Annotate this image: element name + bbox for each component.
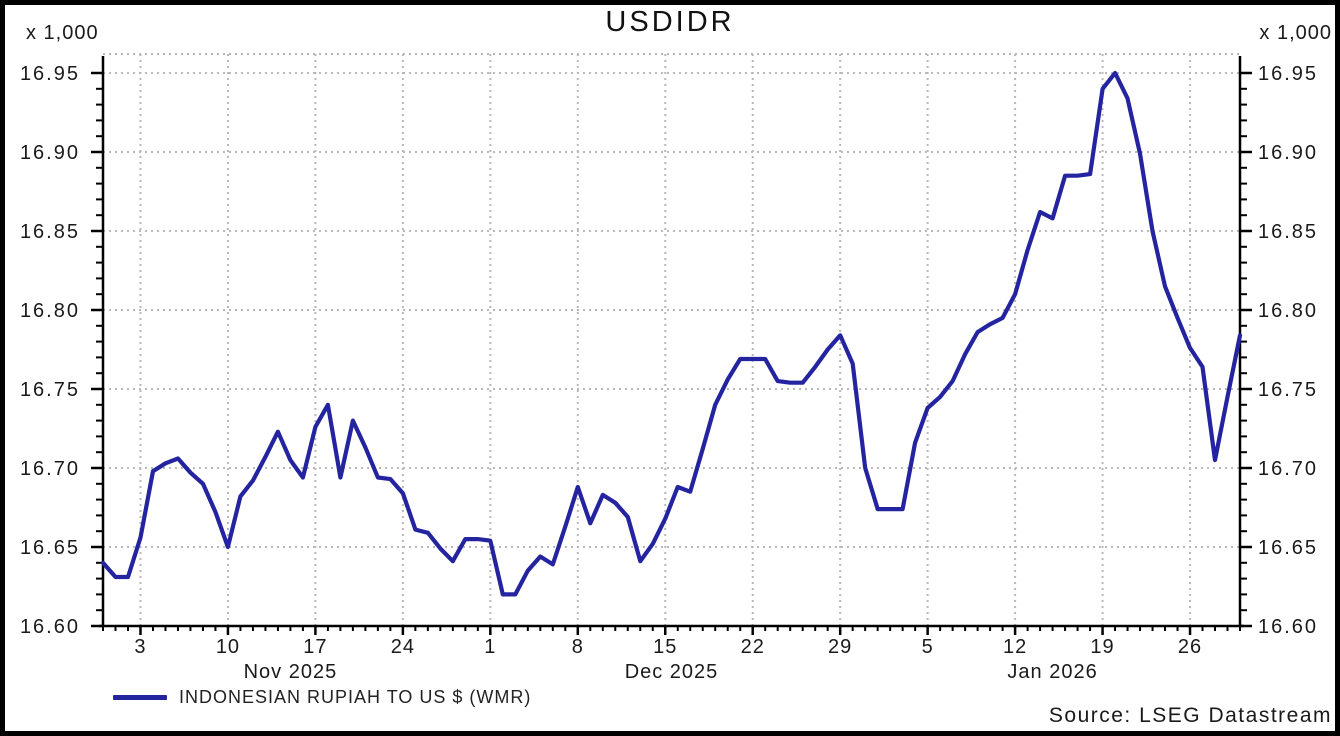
- x-axis-tick-label: 3: [134, 636, 146, 658]
- y-axis-tick-label-right: 16.90: [1258, 142, 1318, 164]
- x-axis-tick-label: 22: [741, 636, 765, 658]
- y-axis-tick-label-left: 16.60: [20, 616, 80, 638]
- y-axis-tick-label-right: 16.80: [1258, 300, 1318, 322]
- x-axis-tick-label: 12: [1003, 636, 1027, 658]
- y-axis-tick-label-right: 16.60: [1258, 616, 1318, 638]
- y-axis-tick-label-left: 16.65: [20, 537, 80, 559]
- chart-title: USDIDR: [605, 6, 735, 38]
- y-axis-tick-label-left: 16.75: [20, 379, 80, 401]
- x-axis-month-label: Nov 2025: [244, 661, 338, 683]
- y-axis-tick-label-right: 16.75: [1258, 379, 1318, 401]
- y-axis-tick-label-right: 16.70: [1258, 458, 1318, 480]
- x-axis-tick-label: 15: [653, 636, 677, 658]
- x-axis-tick-label: 5: [922, 636, 934, 658]
- y-axis-tick-label-left: 16.80: [20, 300, 80, 322]
- x-axis-tick-label: 19: [1090, 636, 1114, 658]
- x-axis-month-label: Jan 2026: [1007, 661, 1097, 683]
- x-axis-tick-label: 1: [484, 636, 496, 658]
- x-axis-tick-label: 24: [391, 636, 415, 658]
- legend-line-swatch: [113, 694, 167, 700]
- y-axis-tick-label-left: 16.90: [20, 142, 80, 164]
- legend-series-label: INDONESIAN RUPIAH TO US $ (WMR): [179, 686, 532, 707]
- y-axis-tick-label-left: 16.70: [20, 458, 80, 480]
- y-axis-tick-label-right: 16.85: [1258, 221, 1318, 243]
- y-axis-tick-label-right: 16.65: [1258, 537, 1318, 559]
- price-line-series: [100, 70, 1243, 597]
- y-axis-tick-label-left: 16.95: [20, 63, 80, 85]
- legend: INDONESIAN RUPIAH TO US $ (WMR): [113, 686, 531, 708]
- x-axis-tick-label: 17: [303, 636, 327, 658]
- x-axis-tick-label: 26: [1178, 636, 1202, 658]
- x-axis-tick-label: 29: [828, 636, 852, 658]
- y-axis-multiplier-left: x 1,000: [26, 22, 99, 44]
- x-axis-tick-label: 10: [216, 636, 240, 658]
- source-attribution: Source: LSEG Datastream: [1048, 704, 1332, 727]
- x-axis-month-label: Dec 2025: [625, 661, 719, 683]
- x-axis-tick-label: 8: [572, 636, 584, 658]
- y-axis-tick-label-right: 16.95: [1258, 63, 1318, 85]
- y-axis-multiplier-right: x 1,000: [1259, 22, 1332, 44]
- y-axis-tick-label-left: 16.85: [20, 221, 80, 243]
